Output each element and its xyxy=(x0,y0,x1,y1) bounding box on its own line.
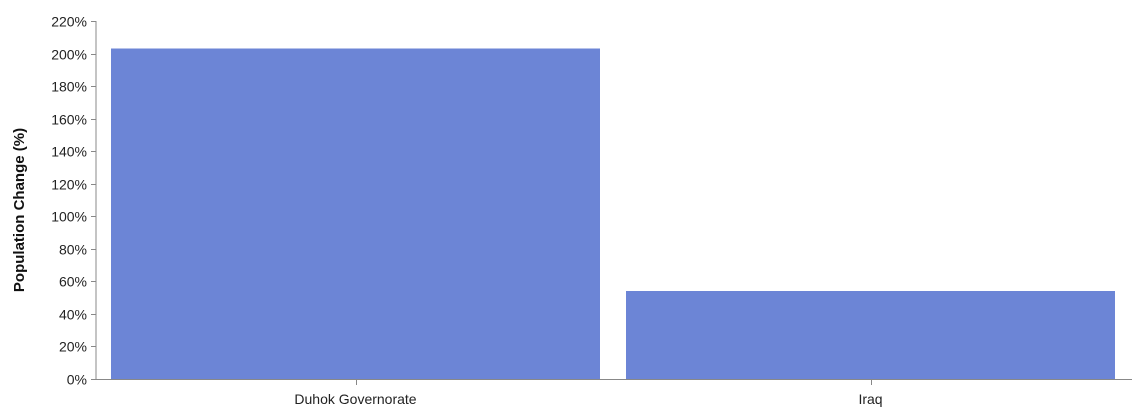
y-tick-label: 0% xyxy=(67,372,87,388)
y-tick-label: 40% xyxy=(59,307,87,323)
y-tick-label: 160% xyxy=(51,112,87,128)
x-axis: Duhok Governorate Iraq xyxy=(96,379,1132,407)
y-tick-label: 180% xyxy=(51,79,87,95)
y-tick-label: 60% xyxy=(59,274,87,290)
bars xyxy=(110,48,1116,379)
x-tick-label: Duhok Governorate xyxy=(294,391,416,407)
y-axis: 0% 20% 40% 60% 80% 100% 120% 140% 160% 180% 200% 22… xyxy=(51,14,97,388)
y-axis-title: Population Change (%) xyxy=(11,128,28,292)
x-tick-label: Iraq xyxy=(858,391,882,407)
bar xyxy=(625,291,1116,379)
y-tick-label: 20% xyxy=(59,339,87,355)
bar xyxy=(110,48,601,379)
y-tick-label: 140% xyxy=(51,144,87,160)
y-tick-label: 200% xyxy=(51,47,87,63)
y-tick-label: 80% xyxy=(59,242,87,258)
y-tick-label: 100% xyxy=(51,209,87,225)
y-tick-label: 220% xyxy=(51,14,87,30)
y-tick-label: 120% xyxy=(51,177,87,193)
